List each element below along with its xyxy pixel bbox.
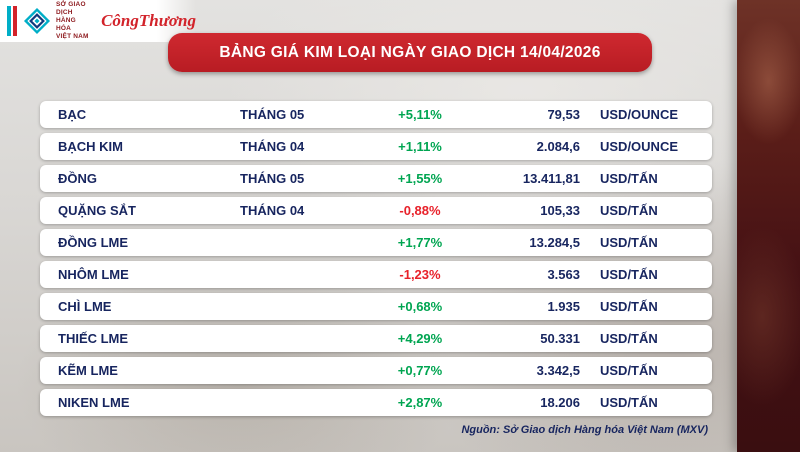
unit-label: USD/TẤN — [600, 171, 658, 186]
cong-thuong-logo: CôngThương — [101, 11, 196, 30]
unit-label: USD/OUNCE — [600, 139, 679, 154]
edge-stripes — [7, 6, 17, 36]
change-value: +1,77% — [397, 235, 443, 250]
mxv-logo-line2: HÀNG HÓA — [56, 16, 76, 33]
change-value: +2,87% — [397, 395, 443, 410]
price-value: 13.411,81 — [522, 171, 580, 186]
change-value: +5,11% — [398, 107, 442, 122]
change-value: -1,23% — [399, 267, 441, 282]
unit-label: USD/TẤN — [600, 395, 658, 410]
unit-label: USD/TẤN — [600, 267, 658, 282]
table-row: ĐỒNG THÁNG 05 +1,55% 13.411,81 USD/TẤN — [40, 165, 712, 192]
commodity-name: BẠCH KIM — [58, 139, 123, 154]
price-value: 1.935 — [547, 299, 580, 314]
unit-label: USD/TẤN — [600, 299, 658, 314]
price-value: 50.331 — [540, 331, 580, 346]
title-banner: BẢNG GIÁ KIM LOẠI NGÀY GIAO DỊCH 14/04/2… — [168, 33, 652, 72]
change-value: +0,68% — [397, 299, 443, 314]
table-row: THIẾC LME +4,29% 50.331 USD/TẤN — [40, 325, 712, 352]
page-title: BẢNG GIÁ KIM LOẠI NGÀY GIAO DỊCH 14/04/2… — [219, 43, 601, 61]
commodity-name: ĐỒNG — [58, 171, 97, 186]
table-row: KẼM LME +0,77% 3.342,5 USD/TẤN — [40, 357, 712, 384]
table-row: NHÔM LME -1,23% 3.563 USD/TẤN — [40, 261, 712, 288]
unit-label: USD/TẤN — [600, 235, 658, 250]
change-value: -0,88% — [399, 203, 441, 218]
cyan-stripe — [7, 6, 11, 36]
commodity-name: NIKEN LME — [58, 395, 130, 410]
commodity-name: CHÌ LME — [58, 299, 112, 314]
price-table: BẠC THÁNG 05 +5,11% 79,53 USD/OUNCE BẠCH… — [40, 101, 712, 421]
table-row: NIKEN LME +2,87% 18.206 USD/TẤN — [40, 389, 712, 416]
commodity-name: QUẶNG SẮT — [58, 203, 136, 218]
unit-label: USD/OUNCE — [600, 107, 679, 122]
table-row: ĐỒNG LME +1,77% 13.284,5 USD/TẤN — [40, 229, 712, 256]
change-value: +4,29% — [397, 331, 443, 346]
decorative-side-band — [737, 0, 800, 452]
contract-month: THÁNG 04 — [240, 139, 305, 154]
price-value: 2.084,6 — [536, 139, 580, 154]
mxv-logo-text: SỞ GIAO DỊCH HÀNG HÓA VIỆT NAM — [56, 1, 89, 42]
price-value: 13.284,5 — [529, 235, 580, 250]
change-value: +0,77% — [397, 363, 443, 378]
commodity-name: NHÔM LME — [58, 267, 129, 282]
contract-month: THÁNG 05 — [240, 107, 305, 122]
price-value: 3.342,5 — [536, 363, 580, 378]
table-row: QUẶNG SẮT THÁNG 04 -0,88% 105,33 USD/TẤN — [40, 197, 712, 224]
unit-label: USD/TẤN — [600, 331, 658, 346]
price-value: 18.206 — [540, 395, 580, 410]
mxv-diamond-logo-icon — [23, 7, 51, 35]
commodity-name: KẼM LME — [58, 363, 118, 378]
price-value: 79,53 — [547, 107, 580, 122]
unit-label: USD/TẤN — [600, 203, 658, 218]
logo-panel: SỞ GIAO DỊCH HÀNG HÓA VIỆT NAM CôngThươn… — [0, 0, 196, 42]
table-row: CHÌ LME +0,68% 1.935 USD/TẤN — [40, 293, 712, 320]
commodity-name: BẠC — [58, 107, 87, 122]
mxv-logo-line1: SỞ GIAO DỊCH — [56, 0, 86, 16]
mxv-logo-line3: VIỆT NAM — [56, 33, 89, 41]
price-value: 3.563 — [547, 267, 580, 282]
table-row: BẠC THÁNG 05 +5,11% 79,53 USD/OUNCE — [40, 101, 712, 128]
commodity-name: ĐỒNG LME — [58, 235, 129, 250]
change-value: +1,55% — [397, 171, 443, 186]
commodity-name: THIẾC LME — [58, 331, 129, 346]
contract-month: THÁNG 05 — [240, 171, 305, 186]
source-attribution: Nguồn: Sở Giao dịch Hàng hóa Việt Nam (M… — [461, 424, 708, 436]
unit-label: USD/TẤN — [600, 363, 658, 378]
red-stripe — [13, 6, 17, 36]
change-value: +1,11% — [398, 139, 442, 154]
price-value: 105,33 — [540, 203, 580, 218]
contract-month: THÁNG 04 — [240, 203, 305, 218]
table-row: BẠCH KIM THÁNG 04 +1,11% 2.084,6 USD/OUN… — [40, 133, 712, 160]
